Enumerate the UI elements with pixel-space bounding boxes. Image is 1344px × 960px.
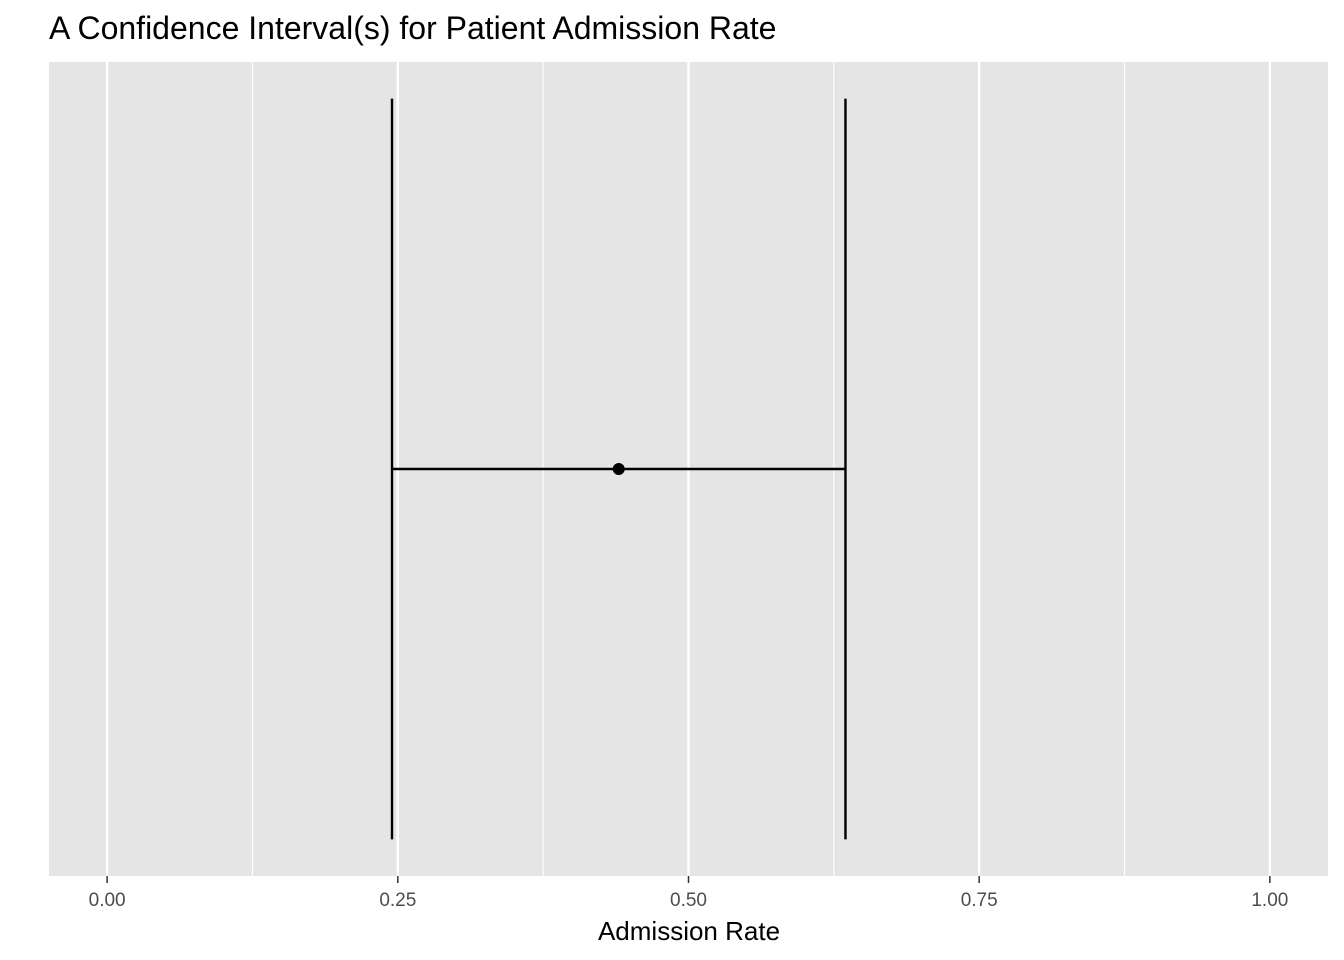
x-tick-label-0: 0.00 (89, 890, 126, 911)
x-tick-label-3: 0.75 (961, 890, 998, 911)
x-axis-ticks: 0.00 0.25 0.50 0.75 1.00 (89, 876, 1288, 911)
point-estimate-0 (612, 463, 625, 475)
x-axis-title: Admission Rate (598, 916, 780, 946)
x-tick-label-2: 0.50 (670, 890, 707, 911)
interval-marks (390, 98, 847, 840)
x-tick-label-4: 1.00 (1251, 890, 1288, 911)
chart-title: A Confidence Interval(s) for Patient Adm… (49, 10, 777, 46)
x-tick-label-1: 0.25 (379, 890, 416, 911)
